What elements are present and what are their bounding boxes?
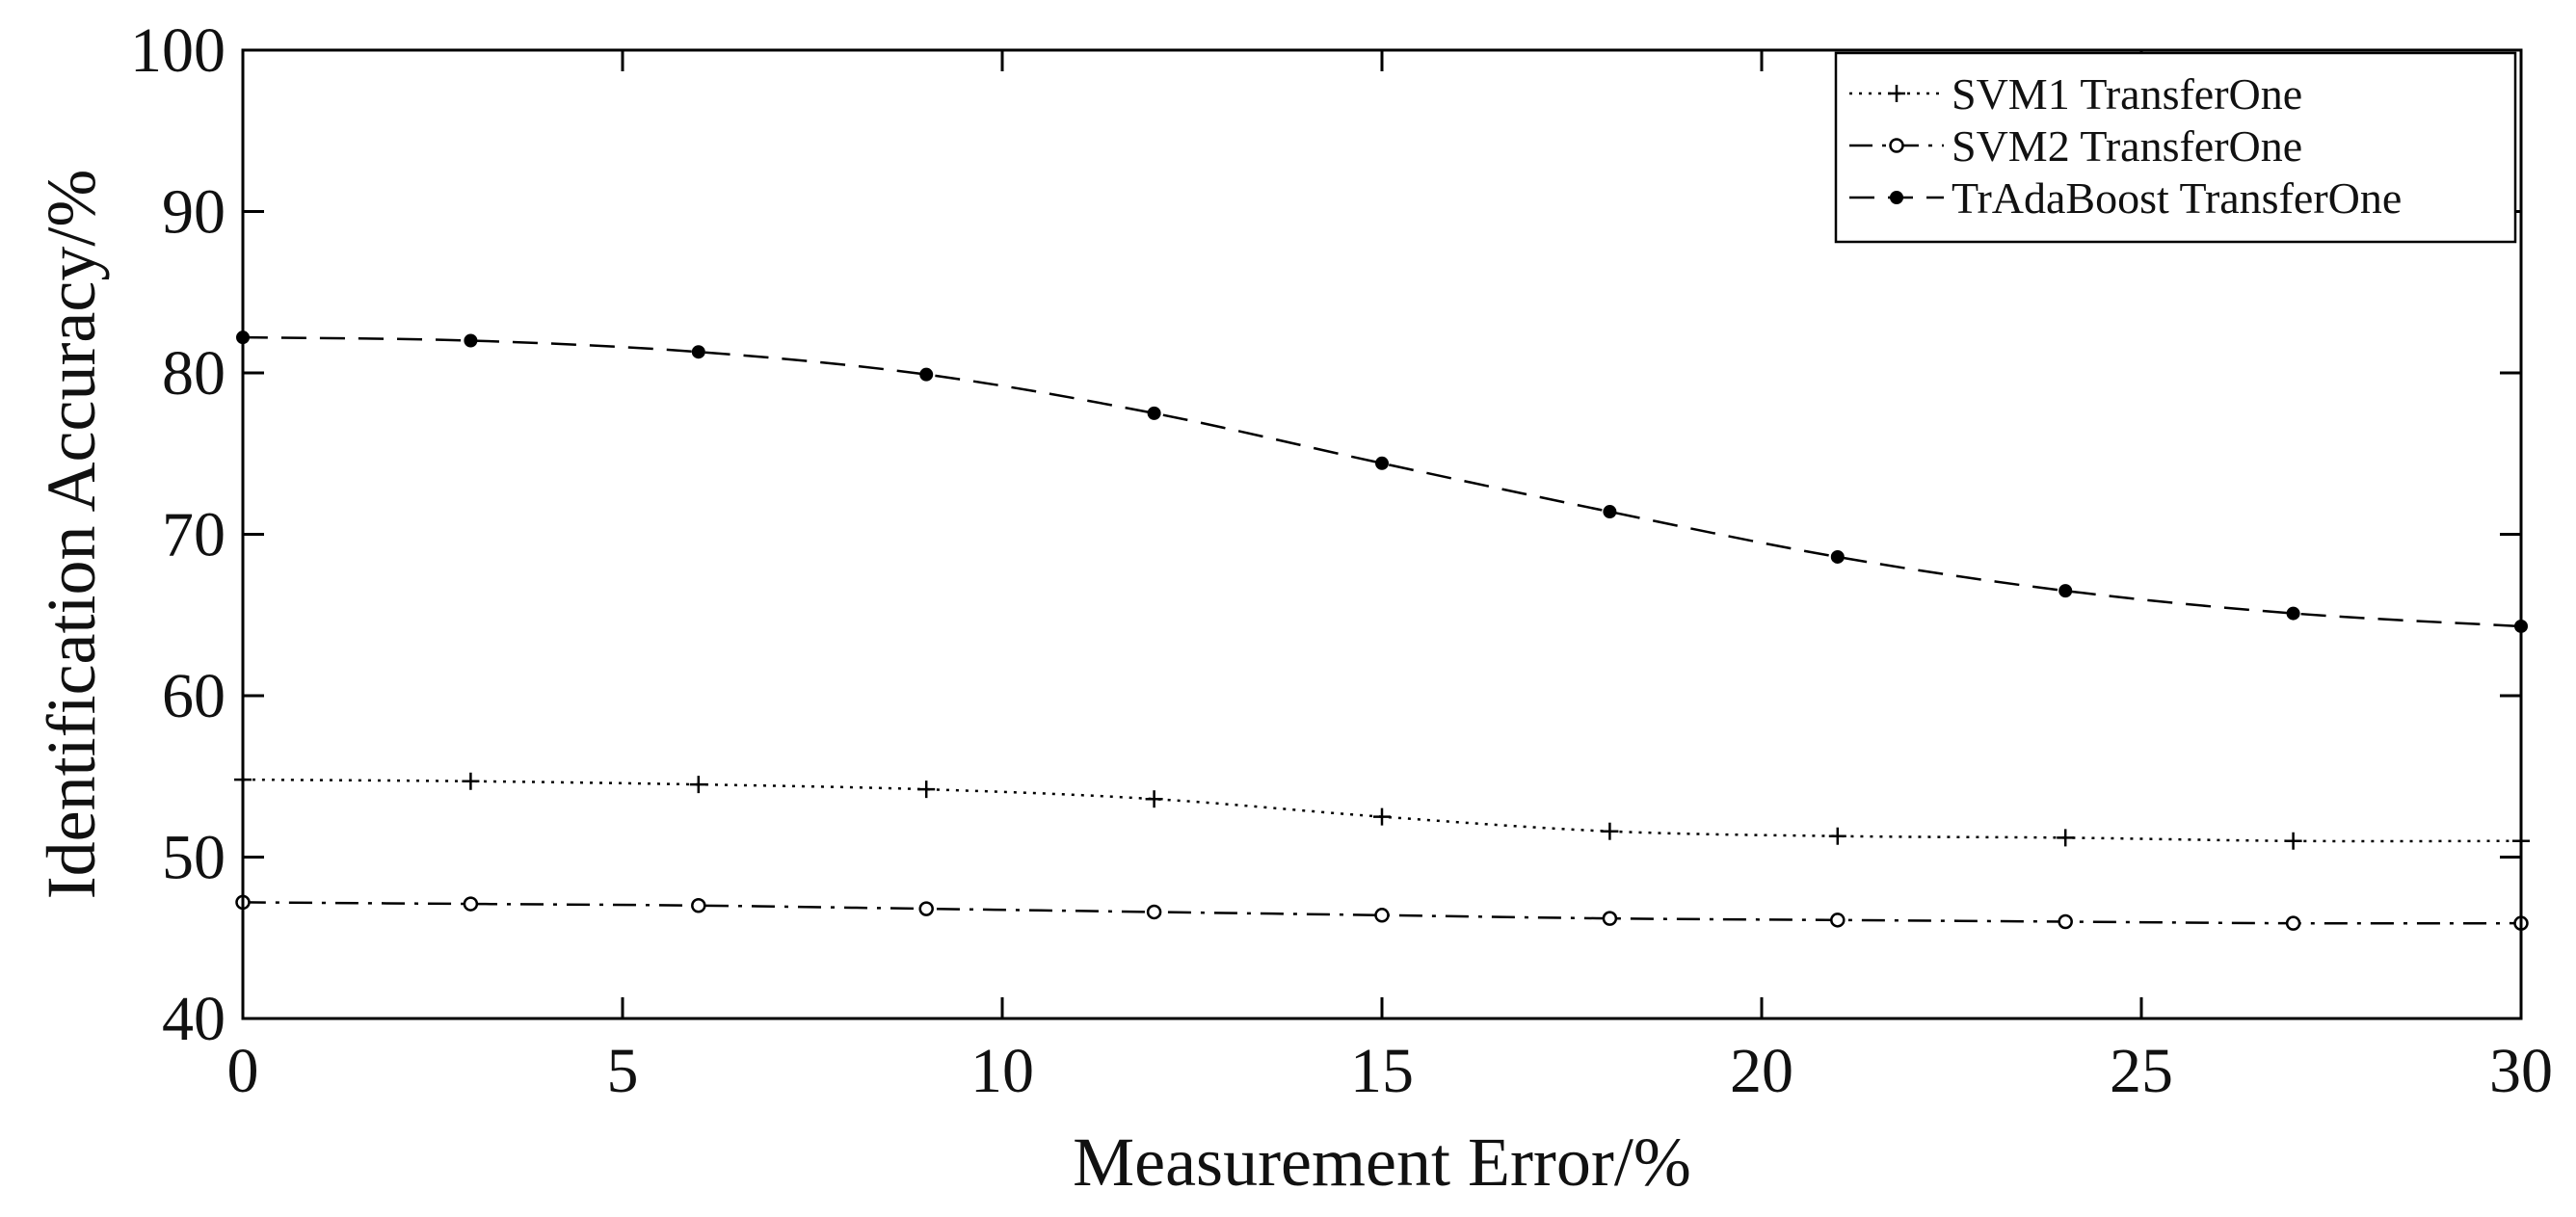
legend-marker (1890, 191, 1903, 204)
legend-entry: SVM2 TransferOne (1849, 121, 2302, 171)
legend-marker (1888, 85, 1905, 102)
data-point (1147, 406, 1161, 420)
data-point (2058, 913, 2073, 930)
legend-entry: SVM1 TransferOne (1849, 69, 2302, 119)
data-point (691, 345, 705, 359)
series-2 (235, 894, 2529, 931)
series-line (242, 901, 2522, 925)
data-point (2286, 606, 2300, 621)
x-tick-label: 10 (970, 1036, 1034, 1106)
data-point (463, 896, 479, 912)
y-axis-title: Identification Accuracy/% (33, 170, 110, 900)
legend-box (1834, 51, 2517, 244)
x-tick-label: 25 (2110, 1036, 2173, 1106)
x-tick-label: 30 (2489, 1036, 2553, 1106)
data-point (1145, 790, 1163, 808)
data-point (689, 776, 707, 794)
data-point (1830, 913, 1846, 928)
data-point (918, 901, 934, 916)
x-tick-label: 0 (227, 1036, 259, 1106)
y-tick-label: 100 (130, 15, 226, 86)
series-3 (236, 331, 2528, 633)
y-tick-label: 90 (162, 177, 226, 248)
y-tick-label: 80 (162, 338, 226, 409)
legend-label: TrAdaBoost TransferOne (1952, 173, 2402, 223)
data-point (917, 780, 936, 799)
legend-entry: TrAdaBoost TransferOne (1849, 173, 2402, 223)
legend-label: SVM1 TransferOne (1952, 69, 2302, 119)
data-point (462, 772, 480, 790)
data-point (1146, 904, 1162, 920)
legend-marker (1889, 138, 1904, 153)
data-point (464, 333, 478, 348)
series-layer (234, 331, 2530, 931)
x-axis-title: Measurement Error/% (1073, 1124, 1691, 1201)
legend-label: SVM2 TransferOne (1952, 121, 2302, 171)
y-tick-label: 70 (162, 500, 226, 570)
data-point (2057, 829, 2075, 847)
data-point (919, 367, 934, 382)
y-tick-label: 40 (162, 984, 226, 1054)
data-point (691, 898, 706, 913)
data-point (1375, 456, 1389, 470)
data-point (1601, 822, 1619, 840)
y-tick-label: 60 (162, 661, 226, 731)
data-point (1830, 549, 1845, 564)
data-point (1603, 505, 1617, 519)
data-point (2058, 584, 2073, 598)
data-point (1373, 807, 1391, 826)
x-tick-label: 5 (607, 1036, 639, 1106)
data-point (1828, 827, 1846, 845)
axis-ticks: 0 5 10 15 20 25 30 40 50 60 70 80 90 100 (130, 15, 2553, 1106)
data-point (2285, 915, 2301, 931)
data-point (2284, 832, 2302, 850)
x-tick-label: 20 (1730, 1036, 1793, 1106)
x-tick-label: 15 (1350, 1036, 1414, 1106)
data-point (1602, 911, 1618, 926)
data-point (1374, 908, 1390, 923)
y-tick-label: 50 (162, 823, 226, 893)
